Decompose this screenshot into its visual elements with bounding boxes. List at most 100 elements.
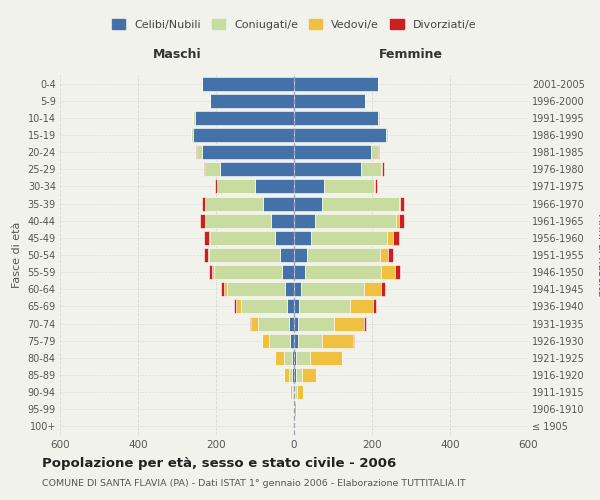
Bar <box>311 231 387 245</box>
Bar <box>227 282 286 296</box>
Bar <box>203 162 205 176</box>
Bar <box>292 351 294 365</box>
Bar <box>294 128 386 142</box>
Bar <box>364 316 366 330</box>
Bar <box>399 214 404 228</box>
Bar <box>341 351 343 365</box>
Bar <box>209 248 280 262</box>
Bar <box>205 162 220 176</box>
Bar <box>322 196 398 210</box>
Bar <box>197 145 202 159</box>
Bar <box>294 231 311 245</box>
Bar <box>200 214 205 228</box>
Bar <box>289 368 292 382</box>
Bar <box>202 76 294 90</box>
Bar <box>271 214 294 228</box>
Bar <box>284 368 289 382</box>
Bar <box>262 334 269 347</box>
Bar <box>224 282 227 296</box>
Bar <box>294 265 305 279</box>
Bar <box>280 248 294 262</box>
Bar <box>289 316 294 330</box>
Bar <box>307 248 380 262</box>
Bar <box>322 334 353 347</box>
Bar <box>290 385 292 399</box>
Bar <box>294 162 361 176</box>
Bar <box>286 282 294 296</box>
Bar <box>310 351 341 365</box>
Bar <box>233 300 235 314</box>
Bar <box>396 214 399 228</box>
Bar <box>334 316 364 330</box>
Bar <box>382 282 385 296</box>
Text: Femmine: Femmine <box>379 48 443 60</box>
Bar <box>373 300 376 314</box>
Bar <box>235 300 241 314</box>
Bar <box>210 94 294 108</box>
Bar <box>294 196 322 210</box>
Bar <box>294 180 325 194</box>
Bar <box>255 180 294 194</box>
Bar <box>297 385 303 399</box>
Bar <box>283 265 294 279</box>
Bar <box>294 111 378 125</box>
Bar <box>395 265 400 279</box>
Bar <box>251 316 258 330</box>
Bar <box>215 180 217 194</box>
Bar <box>220 162 294 176</box>
Bar <box>294 316 298 330</box>
Bar <box>353 334 354 347</box>
Bar <box>378 145 379 159</box>
Bar <box>205 196 263 210</box>
Bar <box>398 196 400 210</box>
Bar <box>193 111 194 125</box>
Bar <box>294 214 314 228</box>
Bar <box>287 300 294 314</box>
Bar <box>374 180 375 194</box>
Bar <box>380 248 388 262</box>
Bar <box>296 368 302 382</box>
Bar <box>295 402 296 416</box>
Bar <box>298 316 334 330</box>
Y-axis label: Fasce di età: Fasce di età <box>12 222 22 288</box>
Bar <box>325 180 374 194</box>
Bar <box>269 334 290 347</box>
Bar <box>292 385 293 399</box>
Bar <box>210 231 275 245</box>
Bar <box>294 300 299 314</box>
Bar <box>191 128 193 142</box>
Bar <box>382 162 384 176</box>
Bar <box>203 231 209 245</box>
Bar <box>314 214 396 228</box>
Bar <box>294 248 307 262</box>
Bar <box>208 248 209 262</box>
Bar <box>299 300 350 314</box>
Bar <box>212 265 214 279</box>
Bar <box>203 248 208 262</box>
Bar <box>294 76 378 90</box>
Bar <box>214 265 283 279</box>
Bar <box>378 111 380 125</box>
Text: Popolazione per età, sesso e stato civile - 2006: Popolazione per età, sesso e stato civil… <box>42 458 396 470</box>
Bar <box>371 145 378 159</box>
Bar <box>258 316 289 330</box>
Bar <box>217 180 255 194</box>
Bar <box>205 214 271 228</box>
Bar <box>202 145 294 159</box>
Bar <box>294 94 365 108</box>
Bar <box>382 265 395 279</box>
Bar <box>294 351 296 365</box>
Bar <box>293 385 294 399</box>
Text: Maschi: Maschi <box>152 48 202 60</box>
Bar <box>241 300 287 314</box>
Bar <box>193 128 294 142</box>
Bar <box>392 231 400 245</box>
Bar <box>209 265 212 279</box>
Bar <box>364 282 382 296</box>
Bar <box>263 196 294 210</box>
Bar <box>275 351 284 365</box>
Bar <box>375 180 377 194</box>
Bar <box>350 300 373 314</box>
Bar <box>194 111 294 125</box>
Bar <box>294 282 301 296</box>
